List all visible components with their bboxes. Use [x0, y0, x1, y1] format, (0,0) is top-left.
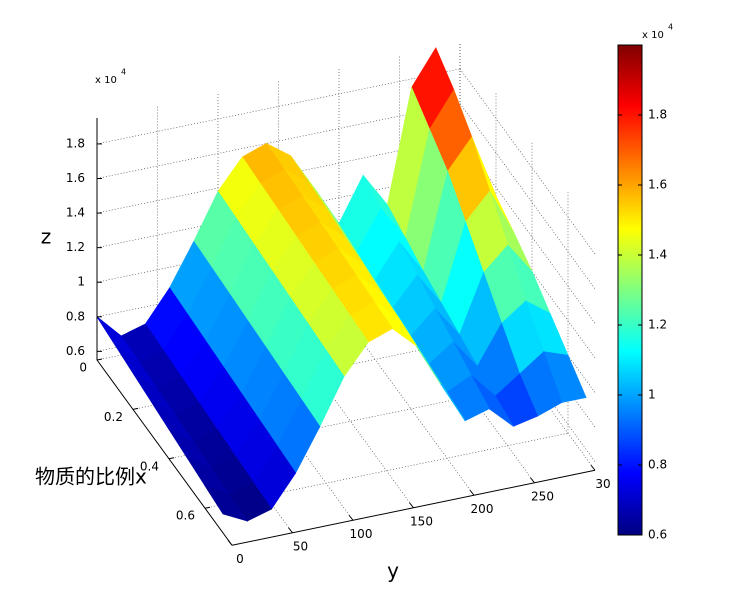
y-tick: [288, 527, 293, 534]
x-tick-label: 0.4: [140, 459, 159, 473]
z-tick-label: 1: [77, 275, 85, 289]
x-tick-label: 0.6: [176, 509, 195, 523]
grid-line: [459, 103, 596, 289]
y-tick: [590, 464, 596, 471]
x-tick-label: 0: [79, 361, 87, 375]
surface-patch: [204, 484, 249, 522]
y-axis: [231, 469, 596, 546]
colorbar-tick-label: 0.6: [648, 528, 667, 542]
x-tick: [168, 457, 175, 460]
x-tick: [132, 407, 139, 410]
y-tick-label: 50: [293, 539, 308, 553]
y-tick: [530, 477, 535, 484]
z-scale: x 10: [95, 75, 117, 86]
x-axis: [96, 359, 233, 546]
z-tick-label: 1.2: [66, 240, 85, 254]
colorbar-tick-label: 1: [648, 388, 656, 402]
y-tick: [469, 489, 475, 496]
grid-line: [459, 137, 596, 324]
grid-line: [459, 68, 596, 255]
y-tick: [348, 514, 354, 521]
colorbar: 0.6 0.8 1 1.2 1.4 1.6 1.8: [617, 44, 667, 542]
colorbar-scale-exponent: 4: [668, 23, 673, 32]
colorbar-tick-label: 1.4: [648, 248, 667, 262]
axes: 0.60.811.21.41.61.80501001502002503000.2…: [66, 118, 611, 566]
x-tick: [96, 358, 103, 361]
z-tick-label: 0.6: [66, 344, 85, 358]
z-scale-exponent: 4: [121, 68, 126, 77]
colorbar-tick-label: 1.2: [648, 318, 667, 332]
y-tick: [409, 502, 414, 509]
y-tick-label: 30: [595, 477, 610, 491]
z-tick-label: 1.8: [66, 136, 85, 150]
z-tick-label: 1.4: [66, 206, 85, 220]
z-axis-label: z: [41, 225, 52, 249]
colorbar-gradient: [617, 44, 643, 536]
y-tick-label: 200: [471, 502, 494, 516]
colorbar-tick-label: 0.8: [648, 458, 667, 472]
y-axis-label: y: [387, 559, 399, 583]
grid-line: [338, 309, 475, 496]
colorbar-tick-label: 1.8: [648, 108, 667, 122]
colorbar-scale: x 10: [642, 30, 664, 41]
surface: [96, 47, 587, 522]
y-tick-label: 0: [236, 552, 244, 566]
z-tick-label: 0.8: [66, 309, 85, 323]
grid-line: [278, 322, 414, 508]
x-tick-label: 0.2: [104, 410, 123, 424]
colorbar-tick-label: 1.6: [648, 178, 667, 192]
x-tick: [204, 506, 211, 509]
y-tick-label: 150: [410, 514, 433, 528]
z-tick-label: 1.6: [66, 171, 85, 185]
y-tick-label: 250: [531, 489, 554, 503]
y-tick-label: 100: [350, 527, 373, 541]
x-axis-label: 物质的比例x: [35, 465, 147, 489]
